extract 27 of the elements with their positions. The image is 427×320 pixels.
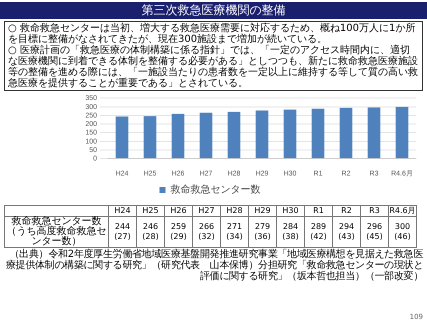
data-label: 246 — [142, 222, 160, 232]
data-label: 296 — [366, 222, 384, 232]
data-label: 266 — [198, 222, 216, 232]
data-label: 271 — [226, 222, 244, 232]
data-label: 244 — [114, 222, 132, 232]
bar — [200, 112, 212, 158]
text: ○ 救命救急センターは当初、増大する救急医療需要に対応するため、概ね100万人に1か所を目標に整備がなされてきたが、現在300施設まで増加が続いている。 — [8, 23, 416, 45]
data-label: 279 — [254, 222, 272, 232]
data-label: 284 — [282, 222, 300, 232]
legend-label: 救命救急センター数 — [170, 184, 260, 196]
data-label: 300 — [394, 222, 412, 232]
data-label: 259 — [170, 222, 188, 232]
bar — [116, 116, 128, 158]
data-label: 294 — [338, 222, 356, 232]
data-label: 289 — [310, 222, 328, 232]
bar — [284, 110, 296, 158]
bar — [340, 108, 352, 158]
text: ○ 医療計画の「救急医療の体制構築に係る指針」では、「一定のアクセス時間内に、適切な医療機関に到着できる体制を整備する必要がある」としつつも、新たに救命救急医療施設等の整備を進める際には、「一施設当たりの患者数を一定以上に維持する等して質の高い救急医療を提供することが重要である」とされている。 — [8, 45, 419, 89]
bar — [396, 106, 408, 158]
text: （出典）令和2年度厚生労働省地域医療基盤開発推進研究事業「地域医療構想を見据えた救急医療提供体制の構築に関する研究」（研究代表 山本保博）分担研究「救命救急センターの現状と評価に関する研究」（坂本哲也担当）（一部改変） — [4, 249, 423, 282]
bar — [228, 112, 240, 158]
bar — [312, 108, 324, 158]
bar — [144, 116, 156, 158]
bar — [172, 114, 184, 158]
bar — [256, 110, 268, 158]
chart-title: 第三次救急医療機関の整備 — [0, 2, 427, 19]
bar — [368, 108, 380, 158]
